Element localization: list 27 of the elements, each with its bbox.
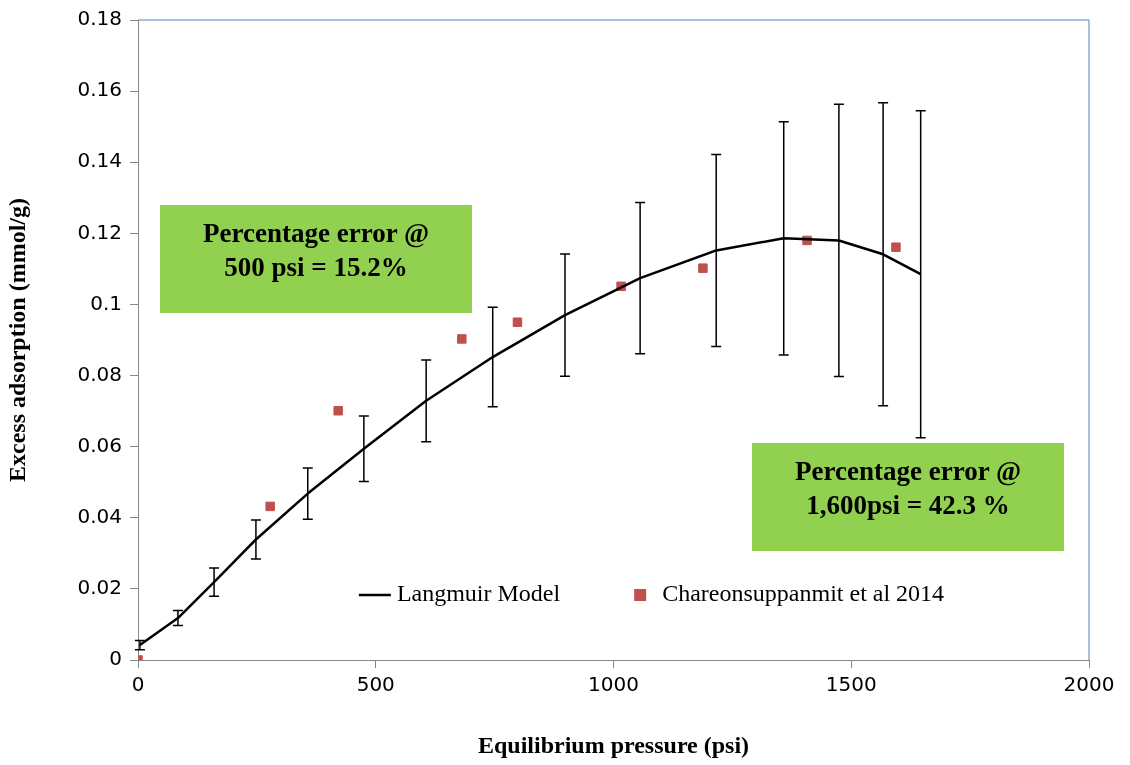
annotation: Percentage error @ 500 psi = 15.2%: [160, 205, 472, 313]
annotation: Percentage error @ 1,600psi = 42.3 %: [752, 443, 1064, 551]
point: [891, 242, 901, 252]
y-tick-label: 0.08: [77, 361, 122, 386]
x-axis-title: Equilibrium pressure (psi): [477, 731, 750, 758]
legend-label: Langmuir Model: [396, 580, 561, 607]
y-tick-label: 0.18: [77, 6, 122, 31]
y-tick-label: 0: [109, 646, 122, 671]
y-tick-label: 0.1: [90, 290, 122, 315]
y-tick-label: 0.12: [77, 219, 122, 244]
y-tick-label: 0.04: [77, 503, 122, 528]
x-tick-label: 1000: [588, 672, 639, 697]
y-tick-label: 0.02: [77, 575, 122, 600]
y-tick-label: 0.16: [77, 77, 122, 102]
point: [512, 317, 523, 327]
point: [333, 406, 343, 416]
x-tick-label: 500: [356, 672, 395, 697]
x-tick-label: 1500: [825, 672, 877, 697]
point: [265, 501, 275, 512]
x-tick-label: 2000: [1063, 672, 1115, 697]
y-tick-label: 0.14: [77, 148, 122, 173]
legend-label: Chareonsuppanmit et al 2014: [662, 580, 945, 607]
x-tick-label: 0: [131, 672, 145, 697]
y-tick-label: 0.06: [77, 432, 122, 457]
point: [457, 334, 467, 344]
point: [698, 263, 708, 273]
y-axis-title: Excess adsorption (mmol/g): [3, 198, 30, 482]
